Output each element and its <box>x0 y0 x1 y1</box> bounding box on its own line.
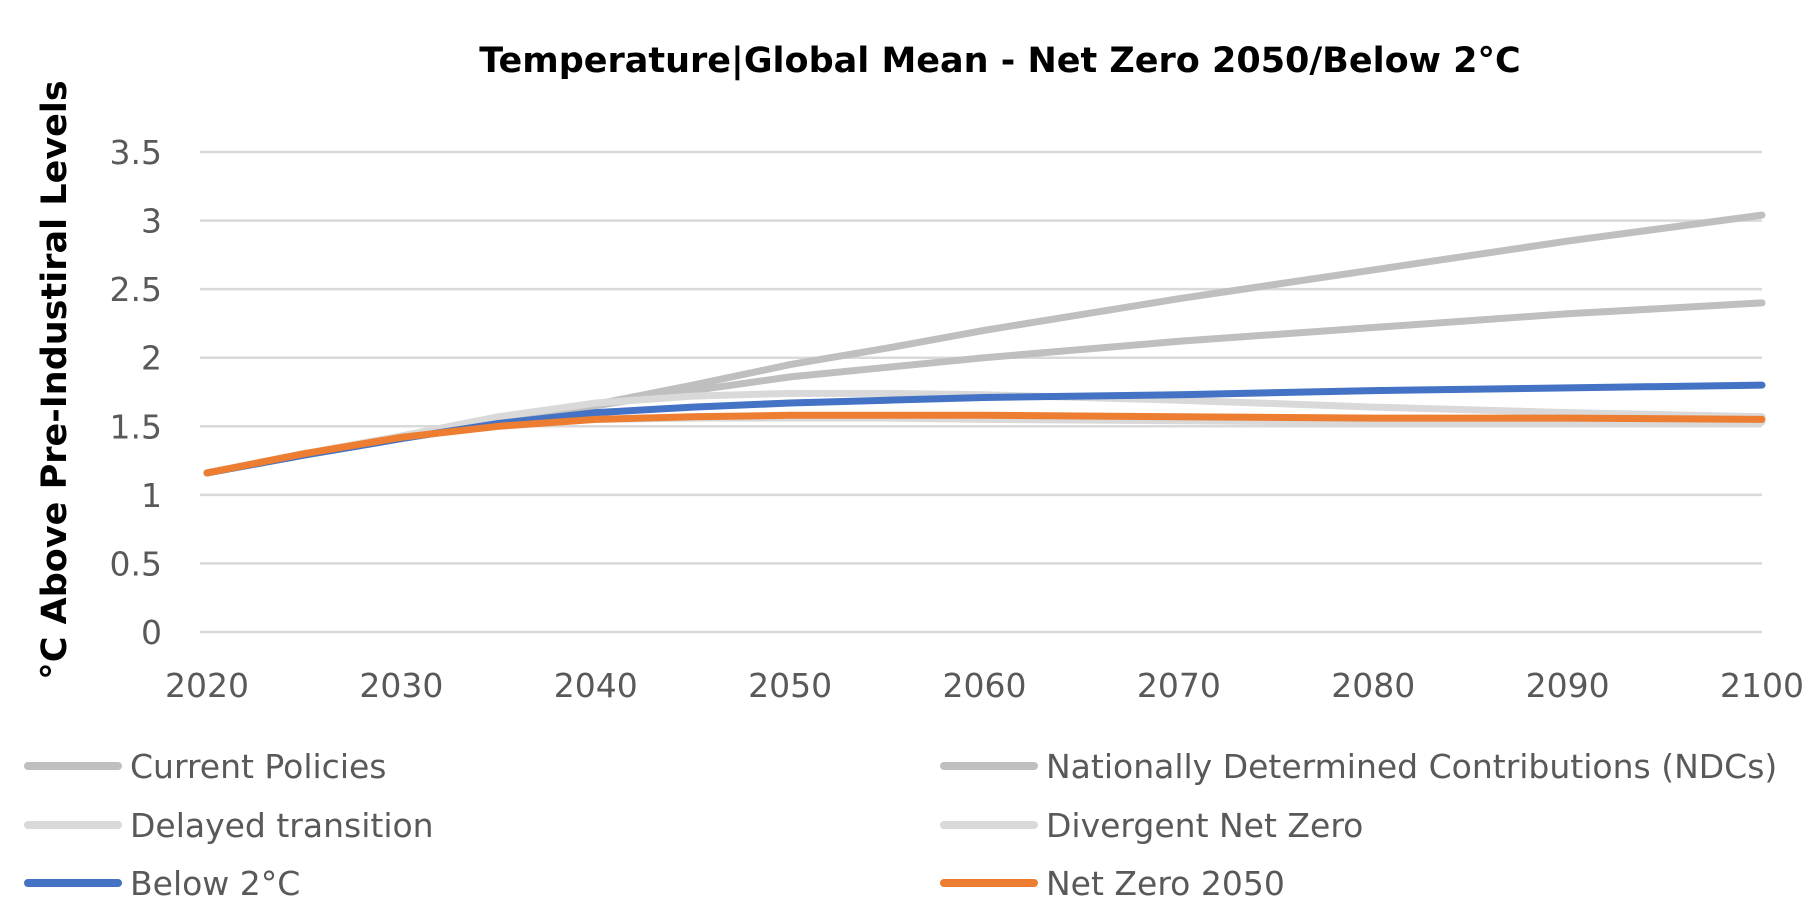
y-tick-label: 2.5 <box>110 270 162 309</box>
legend-item-net-zero-2050: Net Zero 2050 <box>940 864 1285 903</box>
y-axis-label: °C Above Pre-Industiral Levels <box>35 80 75 679</box>
y-tick-label: 0.5 <box>110 544 162 583</box>
x-tick-label: 2050 <box>748 666 832 705</box>
y-tick-label: 0 <box>141 613 162 652</box>
legend-label: Net Zero 2050 <box>1046 864 1285 903</box>
x-tick-label: 2060 <box>943 666 1027 705</box>
y-tick-label: 1.5 <box>110 407 162 446</box>
x-tick-label: 2100 <box>1720 666 1804 705</box>
legend-label: Current Policies <box>130 747 387 786</box>
x-axis-ticks: 2020 2030 2040 2050 2060 2070 2080 2090 2100 <box>165 666 1804 705</box>
x-tick-label: 2020 <box>165 666 249 705</box>
y-tick-label: 3 <box>141 202 162 241</box>
x-tick-label: 2040 <box>554 666 638 705</box>
x-tick-label: 2090 <box>1526 666 1610 705</box>
series-line-net-zero-2050 <box>203 411 1766 477</box>
legend-label: Delayed transition <box>130 806 434 845</box>
legend-item-nationally-determined-contributions-ndcs: Nationally Determined Contributions (NDC… <box>940 747 1777 786</box>
legend-item-below-2-c: Below 2°C <box>24 864 300 903</box>
plot-area <box>203 211 1766 477</box>
legend-item-current-policies: Current Policies <box>24 747 387 786</box>
chart-title: Temperature|Global Mean - Net Zero 2050/… <box>479 41 1520 81</box>
legend-label: Divergent Net Zero <box>1046 806 1363 845</box>
y-axis-ticks: 0 0.5 1 1.5 2 2.5 3 3.5 <box>110 133 162 652</box>
x-tick-label: 2070 <box>1137 666 1221 705</box>
legend-label: Below 2°C <box>130 864 300 903</box>
legend: Current Policies Nationally Determined Co… <box>24 747 1777 903</box>
legend-item-divergent-net-zero: Divergent Net Zero <box>940 806 1363 845</box>
y-tick-label: 1 <box>141 476 162 515</box>
x-tick-label: 2030 <box>359 666 443 705</box>
x-tick-label: 2080 <box>1331 666 1415 705</box>
legend-item-delayed-transition: Delayed transition <box>24 806 434 845</box>
legend-label: Nationally Determined Contributions (NDC… <box>1046 747 1777 786</box>
y-tick-label: 3.5 <box>110 133 162 172</box>
y-tick-label: 2 <box>141 339 162 378</box>
